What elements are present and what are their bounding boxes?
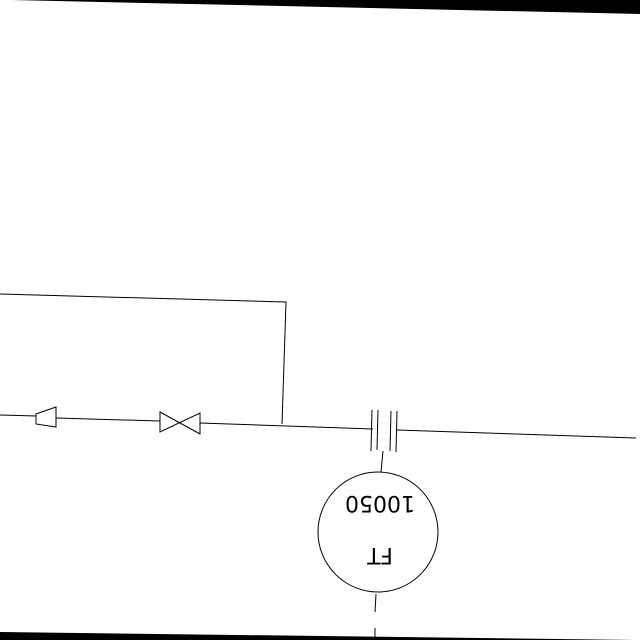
signal-line-dash — [374, 593, 377, 613]
orifice-plate-inner-right-icon — [389, 410, 392, 452]
instrument-loop-number: 10050 — [345, 490, 415, 515]
orifice-plate-right-icon — [395, 410, 398, 453]
bypass-line — [0, 293, 287, 425]
process-line-segment — [55, 417, 161, 422]
orifice-plate-inner-left-icon — [376, 409, 379, 451]
process-line-segment — [396, 429, 637, 439]
orifice-plate-left-icon — [370, 409, 373, 452]
instrument-type-code: FT — [367, 542, 393, 567]
process-line-segment — [0, 414, 37, 417]
reducer-icon — [35, 406, 57, 428]
instrument-bubble — [317, 471, 439, 593]
gate-valve-icon — [159, 411, 201, 435]
process-line-segment — [199, 422, 374, 430]
instrument-tag: FT 10050 — [345, 490, 415, 567]
impulse-line — [380, 450, 384, 473]
